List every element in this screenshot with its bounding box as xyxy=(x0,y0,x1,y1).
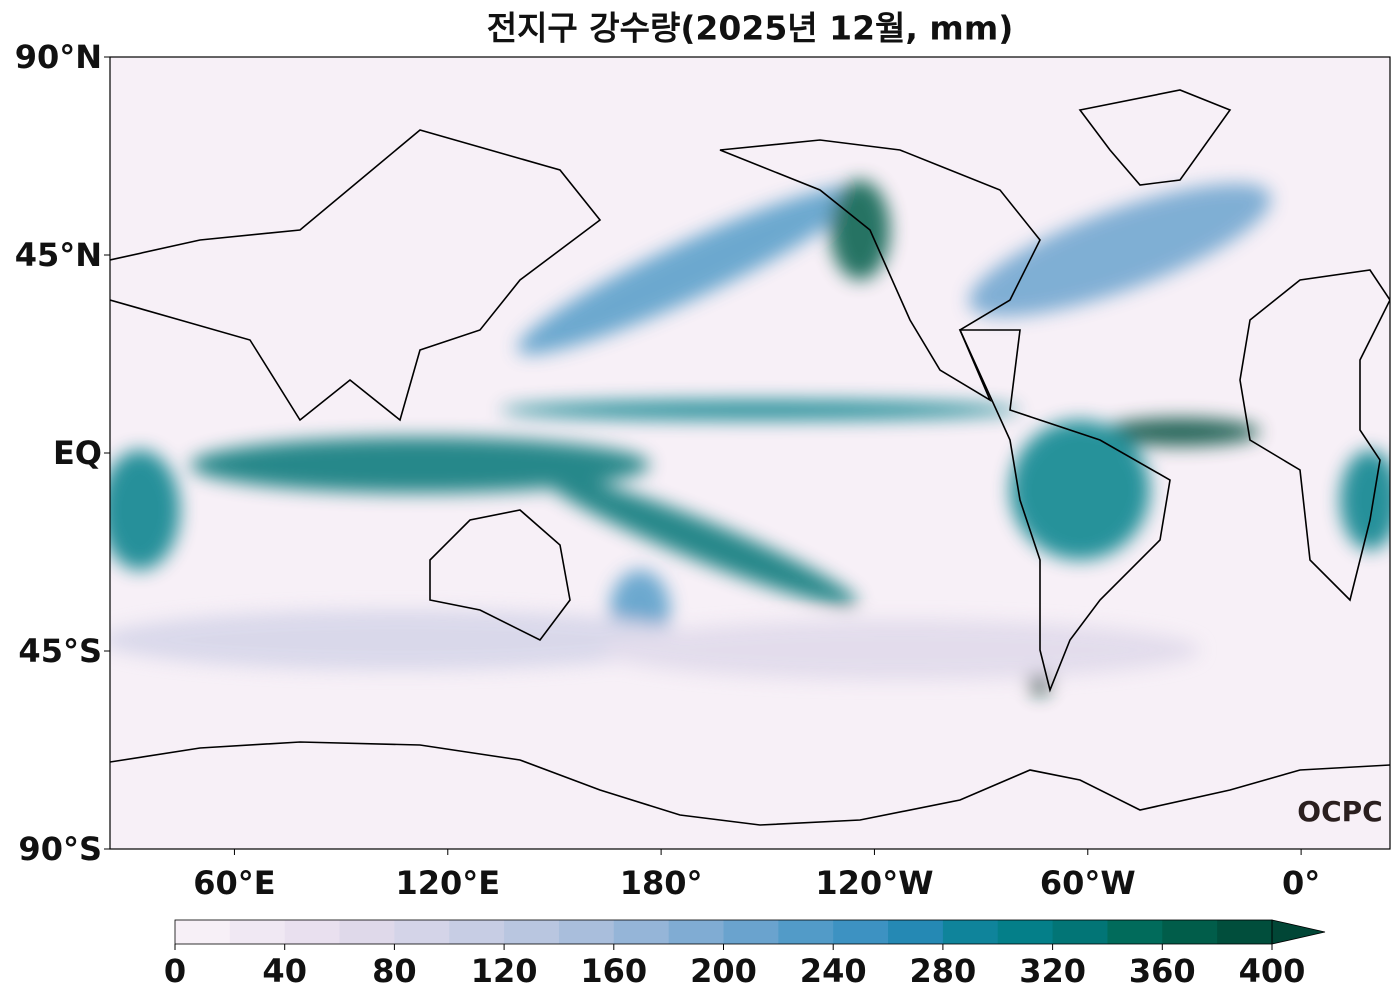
colorbar-bin xyxy=(449,920,505,944)
colorbar-tick-label: 40 xyxy=(262,952,307,990)
x-tick-label: 120°W xyxy=(815,864,933,902)
x-tick-label: 60°E xyxy=(193,864,275,902)
colorbar-bin xyxy=(339,920,395,944)
colorbar-tick-label: 80 xyxy=(372,952,417,990)
y-tick-label: 90°N xyxy=(15,38,102,76)
y-tick-label: 90°S xyxy=(18,830,102,868)
colorbar-bin xyxy=(613,920,670,944)
colorbar-bin xyxy=(1052,920,1108,944)
colorbar-bin xyxy=(1217,920,1273,944)
colorbar-tick-label: 160 xyxy=(580,952,647,990)
colorbar-tick-label: 120 xyxy=(471,952,538,990)
colorbar-tick-label: 400 xyxy=(1239,952,1306,990)
colorbar-bin xyxy=(284,920,341,944)
x-tick-label: 180° xyxy=(620,864,703,902)
colorbar-bin xyxy=(723,920,779,944)
precip-field: OCPC xyxy=(110,57,1390,849)
coastlines xyxy=(110,89,1390,826)
y-tick-label: EQ xyxy=(53,434,102,472)
y-tick-label: 45°N xyxy=(15,236,102,274)
colorbar-bin xyxy=(997,920,1054,944)
colorbar-tick-label: 320 xyxy=(1019,952,1086,990)
colorbar-bin xyxy=(394,920,450,944)
colorbar-bin xyxy=(888,920,944,944)
colorbar-tick-label: 0 xyxy=(164,952,186,990)
colorbar-tick-label: 280 xyxy=(910,952,977,990)
colorbar-bin xyxy=(942,920,999,944)
x-tick-label: 120°E xyxy=(395,864,500,902)
chart-title: 전지구 강수량(2025년 12월, mm) xyxy=(487,9,1014,48)
axes: 60°E 120°E 180° 120°W 60°W 0° 90°S 45°S EQ 45°N 90… xyxy=(15,38,1326,990)
logo: OCPC xyxy=(1297,795,1382,828)
colorbar-bin xyxy=(504,920,560,944)
colorbar-bin xyxy=(229,920,286,944)
colorbar-tick-label: 200 xyxy=(690,952,757,990)
colorbar-tick-label: 240 xyxy=(800,952,867,990)
colorbar-bin xyxy=(833,920,889,944)
colorbar-bin xyxy=(558,920,615,944)
colorbar-tick-label: 360 xyxy=(1129,952,1196,990)
colorbar-bin xyxy=(1162,920,1218,944)
colorbar-bin xyxy=(668,920,724,944)
colorbar-extend xyxy=(1271,919,1326,945)
x-tick-label: 0° xyxy=(1282,864,1320,902)
x-tick-label: 60°W xyxy=(1040,864,1136,902)
colorbar-bin xyxy=(175,920,231,944)
colorbar-bin xyxy=(1107,920,1163,944)
colorbar-bin xyxy=(778,920,834,944)
y-tick-label: 45°S xyxy=(18,632,102,670)
